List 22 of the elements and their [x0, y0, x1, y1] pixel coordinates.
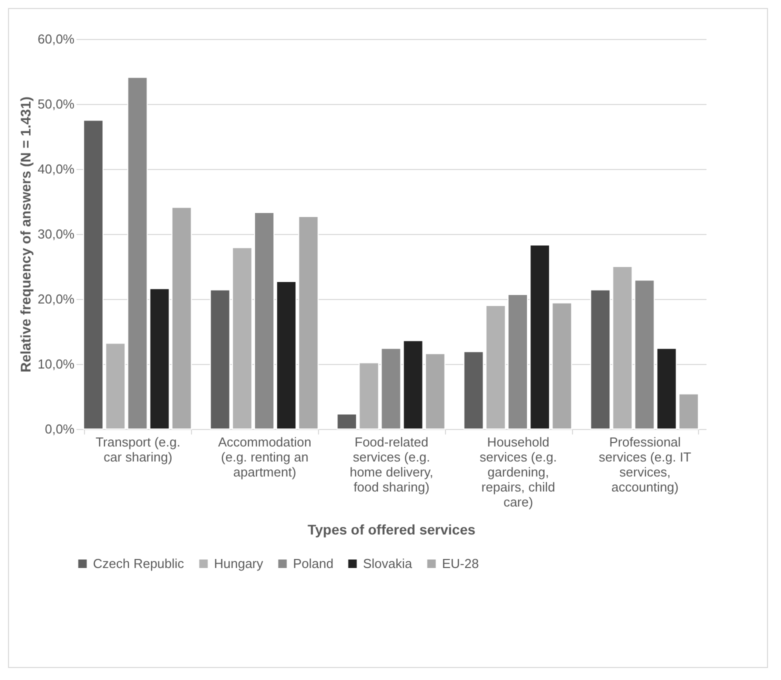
bar	[127, 76, 148, 430]
y-axis-title: Relative frequency of answers (N = 1.431)	[18, 96, 34, 372]
y-tick-label: 30,0%	[38, 226, 75, 242]
legend-label: Poland	[293, 556, 334, 571]
x-tick-label: Transport (e.g. car sharing)	[96, 434, 180, 464]
legend-label: Czech Republic	[93, 556, 185, 571]
y-tick-label: 40,0%	[38, 162, 75, 176]
x-tick-label: Food-related services (e.g. home delivery, food sharing)	[350, 434, 434, 494]
bar	[634, 280, 655, 430]
legend-label: EU-28	[442, 556, 479, 571]
x-tick-label: Household services (e.g. gardening, repairs, child care)	[480, 434, 557, 510]
y-tick-label: 50,0%	[38, 96, 75, 112]
legend-label: Hungary	[214, 556, 264, 571]
y-tick-label: 60,0%	[38, 32, 75, 46]
y-tick-label: 10,0%	[38, 356, 75, 372]
bar	[380, 348, 402, 430]
x-axis-title: Types of offered services	[308, 522, 476, 538]
y-tick-label: 0,0%	[44, 422, 75, 436]
x-tick-label: Accommodation (e.g. renting an apartment)	[218, 434, 312, 480]
y-tick-label: 20,0%	[38, 292, 75, 306]
legend-label: Slovakia	[363, 556, 413, 571]
x-tick-label: Professional services (e.g. IT services, accounting)	[598, 434, 692, 494]
